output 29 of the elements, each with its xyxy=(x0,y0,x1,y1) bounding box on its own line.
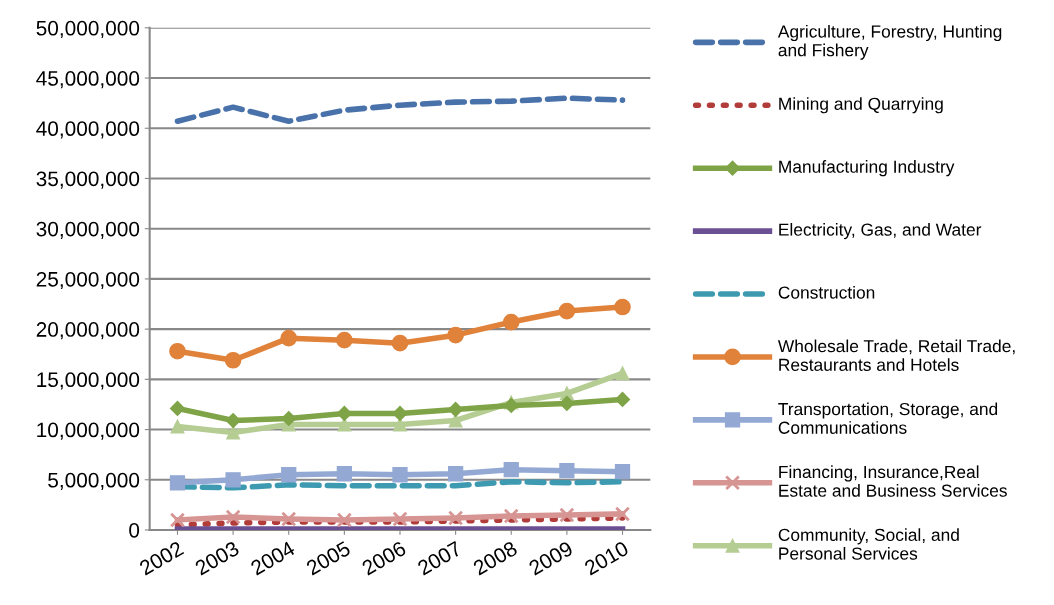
y-tick-label: 40,000,000 xyxy=(36,121,140,139)
x-tick-label: 2004 xyxy=(249,540,296,576)
legend-label: Mining and Quarrying xyxy=(779,97,943,114)
y-tick-label: 0 xyxy=(129,522,140,538)
y-tick-label: 5,000,000 xyxy=(48,472,140,490)
y-tick-label: 50,000,000 xyxy=(36,20,140,39)
x-tick-label: 2006 xyxy=(361,540,407,576)
x-tick-label: 2007 xyxy=(416,540,463,576)
y-tick-label: 20,000,000 xyxy=(36,322,140,340)
x-tick-label: 2008 xyxy=(472,540,519,576)
legend-label: Transportation, Storage, and Communications xyxy=(778,402,998,434)
legend-label: Agriculture, Forestry, Hunting and Fishery xyxy=(777,24,1002,60)
x-tick-label: 2009 xyxy=(527,540,574,576)
x-tick-label: 2010 xyxy=(583,540,630,576)
legend-label: Wholesale Trade, Retail Trade, Restaurants and Hotels xyxy=(777,339,1015,371)
y-tick-label: 45,000,000 xyxy=(36,71,140,89)
y-tick-label: 15,000,000 xyxy=(37,372,140,390)
y-tick-label: 30,000,000 xyxy=(36,221,140,239)
x-tick-label: 2002 xyxy=(138,540,185,576)
y-tick-label: 25,000,000 xyxy=(36,271,140,290)
legend-label: Financing, Insurance,Real Estate and Business Services xyxy=(779,465,1007,497)
y-tick-label: 35,000,000 xyxy=(36,171,140,189)
y-tick-label: 10,000,000 xyxy=(37,422,140,440)
legend-label: Manufacturing Industry xyxy=(779,160,955,177)
legend-label: Construction xyxy=(778,285,875,299)
x-tick-label: 2003 xyxy=(194,540,240,576)
x-tick-label: 2005 xyxy=(305,540,352,576)
legend-label: Electricity, Gas, and Water xyxy=(779,223,982,240)
legend-label: Community, Social, and Personal Services xyxy=(778,528,959,560)
